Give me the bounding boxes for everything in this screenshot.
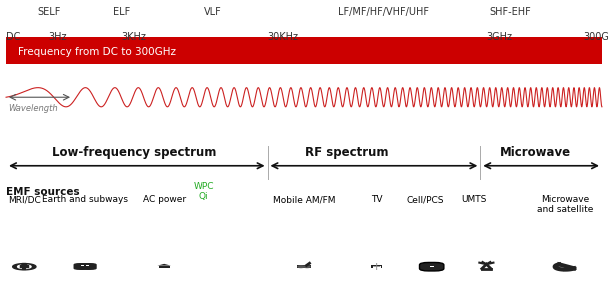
Text: SHF-EHF: SHF-EHF [490,7,531,17]
Polygon shape [157,264,171,266]
Bar [86,265,89,266]
FancyBboxPatch shape [420,263,444,271]
Text: WPC
Qi: WPC Qi [193,182,214,202]
Circle shape [86,268,91,269]
Bar [371,266,382,268]
Bar [373,266,381,268]
Text: Microwave
and satellite: Microwave and satellite [537,195,593,215]
FancyBboxPatch shape [74,263,97,270]
Circle shape [22,264,27,265]
Text: +: + [372,262,382,272]
Text: Wavelength: Wavelength [9,104,58,113]
Text: 3KHz: 3KHz [122,32,147,42]
Circle shape [80,268,84,269]
Bar [297,266,311,268]
Bar [429,266,434,267]
Text: MRI/DC: MRI/DC [8,195,41,204]
Text: TV: TV [371,195,382,204]
Text: Microwave: Microwave [500,146,570,159]
Text: AC power: AC power [143,195,185,204]
Text: Cell/PCS: Cell/PCS [407,195,444,204]
Text: UMTS: UMTS [461,195,487,204]
Text: ELF: ELF [113,7,130,17]
Bar [81,265,84,266]
Text: 300GHz: 300GHz [584,32,608,42]
Circle shape [304,266,310,268]
Bar [159,266,170,268]
Text: Low-frequency spectrum: Low-frequency spectrum [52,146,216,159]
Circle shape [298,266,304,268]
Text: RF spectrum: RF spectrum [305,146,389,159]
Text: 3GHz: 3GHz [486,32,513,42]
Bar [6,37,602,64]
Text: DC: DC [6,32,21,42]
Text: 3Hz: 3Hz [49,32,67,42]
Text: Earth and subways: Earth and subways [42,195,128,204]
Polygon shape [13,263,36,270]
Text: Mobile AM/FM: Mobile AM/FM [273,195,335,204]
Text: Frequency from DC to 300GHz: Frequency from DC to 300GHz [18,47,176,57]
Text: VLF: VLF [204,7,222,17]
Text: EMF sources: EMF sources [6,187,80,197]
Text: LF/MF/HF/VHF/UHF: LF/MF/HF/VHF/UHF [337,7,429,17]
Polygon shape [18,265,31,268]
Text: SELF: SELF [37,7,60,17]
Text: 30KHz: 30KHz [268,32,299,42]
